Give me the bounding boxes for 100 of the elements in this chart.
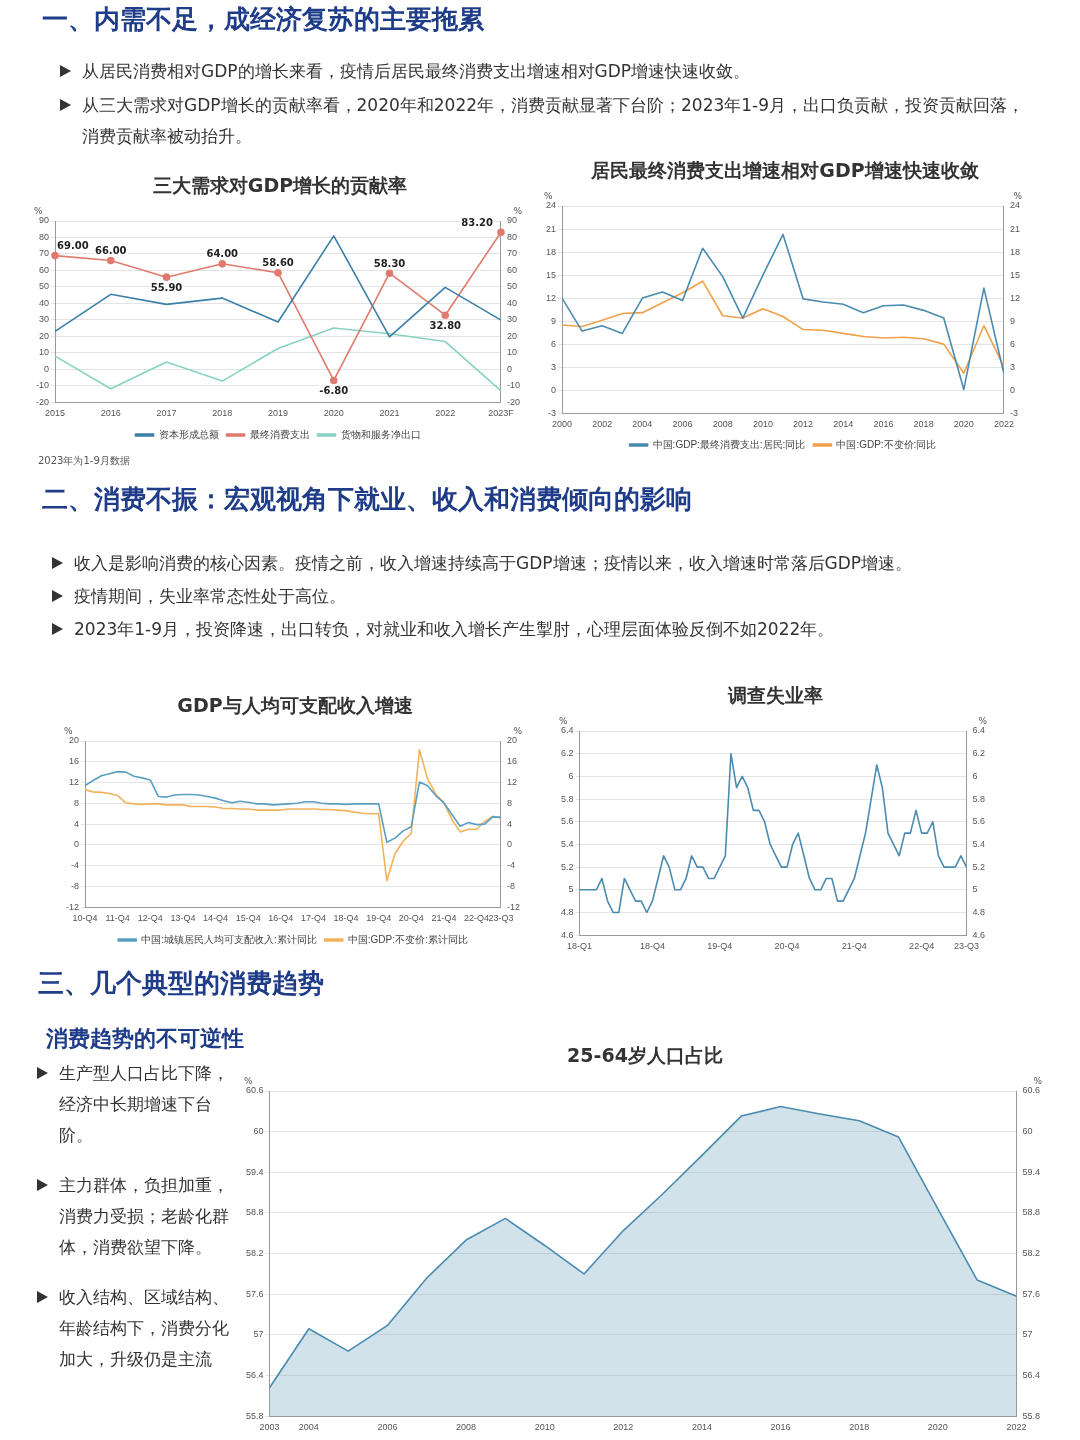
x-tick-label: 10-Q4: [72, 913, 98, 924]
y2-tick-label: -10: [506, 380, 521, 391]
legend-label: 中国:GDP:不变价:累计同比: [347, 933, 468, 945]
y2-tick-label: 57.6: [1022, 1288, 1041, 1299]
x-tick-label: 18-Q1: [567, 941, 593, 952]
y-tick-label: 4.6: [561, 929, 574, 940]
x-tick-label: 2020: [927, 1422, 948, 1433]
y2-tick-label: 4.6: [972, 929, 985, 940]
x-tick-label: 2004: [632, 419, 653, 430]
text: 主力群体，负担加重，消费力受损；老龄化群体，消费欲望下降。: [59, 1175, 229, 1257]
x-tick-label: 2010: [534, 1422, 555, 1433]
text: 从三大需求对GDP增长的贡献率看，2020年和2022年，消费贡献显著下台阶；2023年1-9月，出口负贡献，投资贡献回落，消费贡献率被动抬升。: [82, 95, 1025, 146]
y2-tick-label: 80: [506, 231, 518, 242]
point: [497, 228, 505, 236]
y-tick-label: -8: [70, 880, 80, 891]
y2-axis-title: %: [513, 725, 523, 736]
y-tick-label: 58.8: [245, 1207, 264, 1218]
x-tick-label: 20-Q4: [398, 913, 424, 924]
y-tick-label: 6: [551, 338, 557, 349]
y-tick-label: 12: [546, 292, 557, 303]
y-tick-label: 30: [38, 314, 50, 325]
y-tick-label: 57: [253, 1329, 264, 1340]
y2-tick-label: 8: [506, 797, 513, 808]
x-tick-label: 11-Q4: [105, 913, 130, 924]
text: 生产型人口占比下降，经济中长期增速下台阶。: [59, 1063, 229, 1145]
x-tick-label: 2010: [752, 419, 773, 430]
y2-tick-label: -4: [506, 860, 516, 871]
y-tick-label: 10: [38, 347, 50, 358]
x-tick-label: 2002: [592, 419, 613, 430]
x-tick-label: 20-Q4: [774, 941, 800, 952]
y2-tick-label: 60.6: [1022, 1085, 1041, 1096]
text: 疫情期间，失业率常态性处于高位。: [74, 586, 346, 606]
data-label: 55.90: [150, 281, 183, 293]
chart-title: 居民最终消费支出增速相对GDP增速快速收敛: [590, 158, 980, 183]
y-tick-label: 60: [253, 1126, 264, 1137]
y-tick-label: 20: [68, 735, 80, 746]
y2-tick-label: 24: [1009, 200, 1020, 211]
text: 一、内需不足，成经济复苏的主要拖累: [42, 4, 484, 34]
legend-label: 中国:GDP:不变价:同比: [836, 438, 937, 450]
y2-tick-label: 50: [506, 281, 518, 292]
y-tick-label: 4: [73, 818, 80, 829]
x-tick-label: 2014: [833, 419, 854, 430]
data-label: 64.00: [206, 248, 239, 260]
y-tick-label: 5.4: [561, 838, 574, 849]
text: 2023年1-9月，投资降速，出口转负，对就业和收入增长产生掣肘，心理层面体验反倒不如2022年。: [74, 619, 835, 639]
y-tick-label: -3: [548, 407, 557, 418]
y2-tick-label: 60: [506, 264, 518, 275]
y-tick-label: 50: [38, 281, 50, 292]
y2-tick-label: 16: [506, 756, 518, 767]
y-tick-label: 0: [73, 839, 80, 850]
y-tick-label: 5: [568, 884, 574, 895]
x-tick-label: 17-Q4: [300, 913, 326, 924]
y-tick-label: 58.2: [245, 1248, 264, 1259]
legend-label: 资本形成总额: [158, 428, 219, 440]
y2-tick-label: -3: [1009, 407, 1018, 418]
y2-tick-label: 6: [1009, 338, 1015, 349]
y2-tick-label: 12: [506, 777, 518, 788]
x-tick-label: 16-Q4: [268, 913, 294, 924]
y2-tick-label: 58.2: [1022, 1248, 1041, 1259]
y-tick-label: 8: [73, 797, 80, 808]
y-tick-label: 21: [546, 223, 557, 234]
y2-tick-label: 4: [506, 818, 513, 829]
y-tick-label: 80: [38, 231, 50, 242]
x-tick-label: 2022: [993, 419, 1014, 430]
y-tick-label: 57.6: [245, 1288, 264, 1299]
legend-label: 中国:GDP:最终消费支出:居民:同比: [652, 438, 806, 450]
data-label: 58.60: [262, 257, 294, 269]
chart-title: 调查失业率: [726, 683, 824, 708]
y-tick-label: 15: [546, 269, 557, 280]
y-tick-label: 0: [551, 384, 557, 395]
text: 收入是影响消费的核心因素。疫情之前，收入增速持续高于GDP增速；疫情以来，收入增速时常落后GDP增速。: [74, 553, 913, 573]
y2-axis-title: %: [513, 205, 523, 216]
text: 2023年为1-9月数据: [38, 455, 130, 466]
y-tick-label: 12: [68, 777, 80, 788]
y-tick-label: -12: [65, 901, 80, 912]
x-tick-label: 2006: [377, 1422, 398, 1433]
x-tick-label: 2018: [913, 419, 934, 430]
x-tick-label: 2006: [672, 419, 693, 430]
y-tick-label: 55.8: [245, 1410, 264, 1421]
x-tick-label: 2020: [953, 419, 974, 430]
x-tick-label: 19-Q4: [366, 913, 392, 924]
y-axis-title: %: [544, 190, 553, 201]
x-tick-label: 2014: [691, 1422, 712, 1433]
x-tick-label: 18-Q4: [639, 941, 665, 952]
y-tick-label: 20: [38, 330, 50, 341]
x-tick-label: 2018: [849, 1422, 870, 1433]
y-tick-label: 4.8: [561, 907, 574, 917]
point: [385, 269, 394, 278]
y2-tick-label: 0: [506, 363, 513, 374]
y-axis-title: %: [559, 715, 568, 726]
x-tick-label: 2003: [259, 1422, 280, 1433]
y2-tick-label: 6: [972, 770, 978, 781]
x-tick-label: 19-Q4: [707, 941, 733, 952]
y-tick-label: 6.2: [561, 748, 574, 759]
y2-tick-label: 0: [1009, 384, 1015, 395]
y-axis-title: %: [244, 1075, 253, 1086]
x-tick-label: 22-Q4: [464, 913, 490, 924]
y2-tick-label: 20: [506, 330, 518, 341]
y2-tick-label: 10: [506, 347, 518, 358]
x-tick-label: 2021: [379, 408, 400, 419]
